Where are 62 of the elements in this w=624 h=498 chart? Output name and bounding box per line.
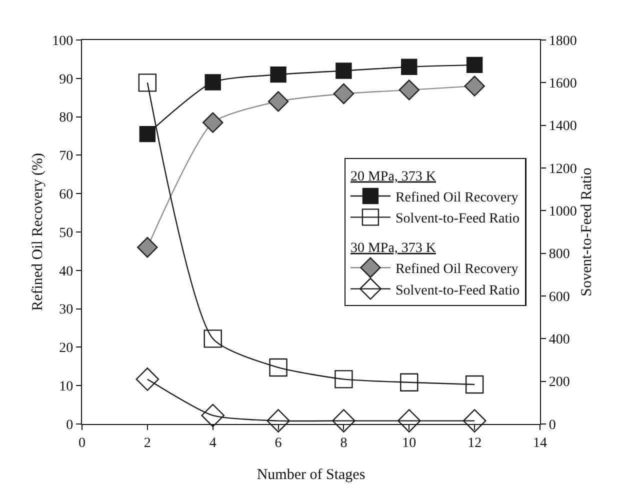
legend-label: Solvent-to-Feed Ratio bbox=[395, 212, 520, 227]
point bbox=[398, 80, 420, 100]
y-tick-label: 70 bbox=[59, 149, 74, 164]
y-tick-label: 10 bbox=[59, 380, 74, 394]
annotation: 30 MPa, 373 K bbox=[350, 240, 436, 256]
y2-tick-label: 1600 bbox=[548, 76, 577, 92]
point bbox=[333, 83, 354, 104]
point bbox=[336, 62, 352, 79]
point bbox=[201, 404, 225, 428]
y2-tick-label: 1800 bbox=[548, 34, 577, 49]
y-tick-label: 80 bbox=[59, 110, 74, 126]
y-tick-label: 20 bbox=[59, 341, 74, 356]
point bbox=[464, 76, 485, 96]
x-tick-label: 14 bbox=[533, 436, 547, 451]
y2-tick-label: 400 bbox=[548, 332, 570, 348]
y2-tick-label: 1400 bbox=[548, 119, 577, 134]
point bbox=[462, 409, 486, 432]
y2-tick-label: 1200 bbox=[548, 162, 577, 177]
y2-tick-label: 200 bbox=[548, 375, 570, 390]
point bbox=[204, 74, 221, 90]
y2-tick-label: 0 bbox=[548, 418, 556, 433]
point bbox=[465, 375, 484, 394]
x-tick-label: 12 bbox=[468, 436, 482, 451]
legend-label: Refined Oil Recovery bbox=[395, 190, 518, 206]
point bbox=[137, 237, 158, 258]
y-tick-label: 100 bbox=[52, 34, 74, 49]
y-axis-title: Refined Oil Recovery (%) bbox=[30, 153, 46, 311]
point bbox=[269, 358, 288, 377]
legend-label: Solvent-to-Feed Ratio bbox=[395, 283, 520, 298]
point bbox=[270, 66, 286, 83]
x-tick-label: 10 bbox=[402, 436, 416, 451]
y-tick-label: 60 bbox=[59, 188, 74, 202]
point bbox=[397, 409, 421, 432]
x-tick-label: 2 bbox=[144, 436, 151, 451]
y-tick-label: 30 bbox=[59, 302, 74, 318]
point bbox=[204, 330, 222, 348]
y2-tick-label: 600 bbox=[548, 290, 570, 305]
point bbox=[400, 373, 418, 392]
x-tick-label: 0 bbox=[78, 436, 86, 451]
point bbox=[136, 368, 160, 391]
point bbox=[266, 409, 290, 432]
y-tick-label: 50 bbox=[59, 226, 74, 241]
point bbox=[401, 58, 418, 75]
y2-axis-title: Sovent-to-Feed Ratio bbox=[578, 168, 595, 296]
point bbox=[268, 91, 289, 112]
point bbox=[466, 56, 483, 74]
x-tick-label: 8 bbox=[340, 436, 348, 451]
y-tick-label: 0 bbox=[66, 418, 74, 433]
point bbox=[202, 112, 224, 133]
y-tick-label: 90 bbox=[59, 72, 74, 88]
point bbox=[138, 74, 157, 92]
y2-tick-label: 1000 bbox=[548, 204, 577, 220]
y2-tick-label: 800 bbox=[548, 247, 570, 262]
point bbox=[139, 126, 156, 142]
y-tick-label: 40 bbox=[59, 264, 74, 280]
point bbox=[334, 370, 353, 388]
point bbox=[332, 409, 356, 432]
x-tick-label: 6 bbox=[274, 436, 282, 451]
legend-label: Refined Oil Recovery bbox=[395, 262, 518, 278]
x-tick-label: 4 bbox=[209, 436, 216, 451]
x-axis-title: Number of Stages bbox=[256, 467, 366, 484]
annotation: 20 MPa, 373 K bbox=[350, 169, 436, 184]
